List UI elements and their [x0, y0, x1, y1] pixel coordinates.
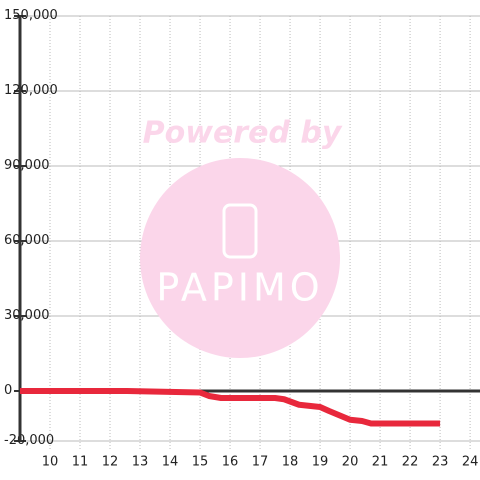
x-tick-label: 14: [162, 455, 179, 470]
watermark-icon: [222, 203, 258, 259]
x-tick-label: 19: [312, 455, 329, 470]
x-tick-label: 11: [72, 455, 89, 470]
watermark-title: Powered by: [143, 116, 343, 151]
y-tick-label: -20,000: [4, 433, 54, 448]
x-tick-label: 15: [192, 455, 209, 470]
x-tick-label: 10: [42, 455, 59, 470]
y-tick-label: 60,000: [4, 233, 50, 248]
x-tick-label: 18: [282, 455, 299, 470]
x-tick-label: 16: [222, 455, 239, 470]
x-tick-label: 24: [462, 455, 479, 470]
x-tick-label: 12: [102, 455, 119, 470]
y-tick-label: 120,000: [4, 83, 58, 98]
line-series: [20, 388, 441, 427]
y-tick-label: 90,000: [4, 158, 50, 173]
y-tick-label: 30,000: [4, 308, 50, 323]
x-tick-label: 22: [402, 455, 419, 470]
watermark: Powered by PAPIMO: [140, 116, 343, 358]
x-tick-label: 17: [252, 455, 269, 470]
x-tick-label: 20: [342, 455, 359, 470]
y-tick-label: 0: [4, 383, 12, 398]
y-tick-label: 150,000: [4, 8, 58, 23]
x-tick-label: 13: [132, 455, 149, 470]
x-tick-label: 21: [372, 455, 389, 470]
watermark-logo: PAPIMO: [156, 266, 323, 310]
x-tick-label: 23: [432, 455, 449, 470]
